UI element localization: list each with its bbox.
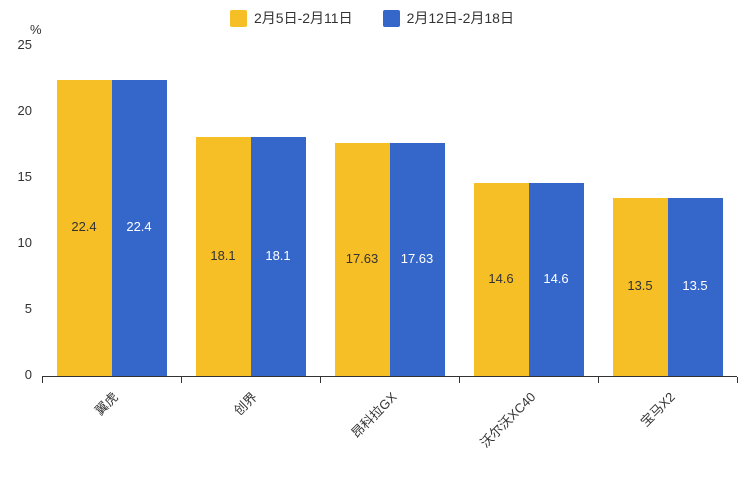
x-axis-tick — [598, 377, 599, 383]
y-axis-tick-label: 25 — [17, 37, 32, 52]
bar[interactable] — [528, 183, 584, 376]
bar-value-label: 18.1 — [265, 247, 291, 263]
x-axis-tick — [181, 377, 182, 383]
x-axis-category-text: 宝马X2 — [637, 389, 678, 430]
bar-value-label: 17.63 — [345, 250, 379, 266]
x-axis-category-text: 创界 — [231, 389, 261, 419]
x-axis-tick — [459, 377, 460, 383]
bar-value-label: 17.63 — [400, 250, 434, 266]
bar-value-label: 22.4 — [71, 219, 97, 235]
legend-swatch-icon — [230, 9, 248, 27]
legend: 2月5日-2月11日 2月12日-2月18日 — [0, 8, 744, 28]
legend-swatch-icon — [382, 9, 400, 27]
legend-item[interactable]: 2月5日-2月11日 — [230, 8, 353, 28]
bar[interactable] — [111, 80, 167, 376]
y-axis-tick-label: 10 — [17, 235, 32, 250]
bar-value-label: 13.5 — [682, 277, 708, 293]
x-axis-tick — [737, 377, 738, 383]
legend-item[interactable]: 2月12日-2月18日 — [382, 8, 514, 28]
y-axis-unit-label: % — [30, 22, 42, 37]
x-axis-line — [42, 376, 737, 377]
bar-value-label: 13.5 — [627, 277, 653, 293]
y-axis-tick-label: 5 — [24, 301, 32, 316]
bar[interactable] — [667, 197, 723, 376]
bar[interactable] — [250, 137, 306, 376]
bar-value-label: 22.4 — [126, 219, 152, 235]
bar[interactable] — [195, 137, 251, 376]
y-axis-tick-label: 15 — [17, 169, 32, 184]
y-axis-tick-label: 20 — [17, 103, 32, 118]
x-axis-category-text: 翼虎 — [92, 389, 122, 419]
x-axis-category-text: 沃尔沃XC40 — [477, 389, 539, 451]
bar[interactable] — [389, 143, 445, 376]
bar[interactable] — [334, 143, 390, 376]
x-axis-category-text: 昂科拉GX — [347, 389, 400, 441]
y-axis-tick-label: 0 — [24, 367, 32, 382]
legend-label: 2月5日-2月11日 — [254, 10, 353, 26]
bar-value-label: 18.1 — [210, 247, 236, 263]
bar-value-label: 14.6 — [543, 270, 569, 286]
bar[interactable] — [473, 183, 529, 376]
legend-label: 2月12日-2月18日 — [406, 10, 514, 26]
bar[interactable] — [56, 80, 112, 376]
x-axis-tick — [42, 377, 43, 383]
bar[interactable] — [612, 197, 668, 376]
x-axis-tick — [320, 377, 321, 383]
bar-value-label: 14.6 — [488, 270, 514, 286]
